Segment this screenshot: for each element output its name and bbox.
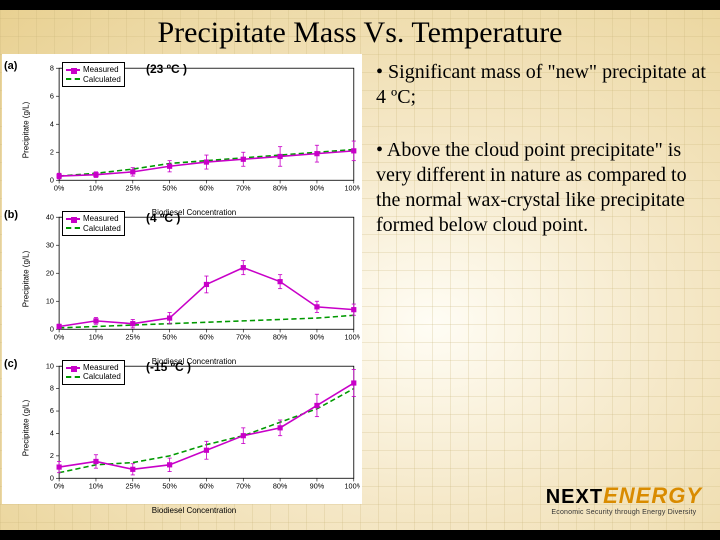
svg-text:2: 2 xyxy=(50,147,54,156)
svg-text:100%: 100% xyxy=(345,333,360,342)
svg-text:6: 6 xyxy=(50,406,54,415)
svg-text:80%: 80% xyxy=(273,482,288,491)
legend-measured: Measured xyxy=(83,363,119,373)
temp-label-b: (4 ºC ) xyxy=(146,211,180,225)
x-axis-label: Biodiesel Concentration xyxy=(28,506,360,515)
svg-text:25%: 25% xyxy=(126,333,141,342)
y-axis-label: Precipitate (g/L) xyxy=(22,400,31,456)
logo-part2: ENERGY xyxy=(603,483,702,508)
logo-part1: NEXT xyxy=(546,486,603,508)
svg-text:10: 10 xyxy=(46,296,54,305)
svg-text:30: 30 xyxy=(46,240,54,249)
svg-text:60%: 60% xyxy=(199,482,214,491)
svg-text:80%: 80% xyxy=(273,333,288,342)
svg-text:25%: 25% xyxy=(126,482,141,491)
legend-calculated: Calculated xyxy=(83,224,121,234)
logo: NEXTENERGY Economic Security through Ene… xyxy=(546,483,702,516)
svg-text:4: 4 xyxy=(50,428,54,437)
svg-text:10: 10 xyxy=(46,361,54,370)
chart-column: (a) Precipitate (g/L) 024680%10%25%50%60… xyxy=(2,54,362,504)
svg-text:70%: 70% xyxy=(236,482,251,491)
svg-text:0%: 0% xyxy=(54,333,65,342)
temp-label-a: (23 ºC ) xyxy=(146,62,187,76)
y-axis-label: Precipitate (g/L) xyxy=(22,251,31,307)
svg-text:0%: 0% xyxy=(54,184,65,193)
legend-measured: Measured xyxy=(83,65,119,75)
svg-text:90%: 90% xyxy=(310,333,325,342)
bullet-2: • Above the cloud point precipitate" is … xyxy=(376,138,706,238)
y-axis-label: Precipitate (g/L) xyxy=(22,102,31,158)
chart-panel-a: (a) Precipitate (g/L) 024680%10%25%50%60… xyxy=(4,56,360,205)
legend-calculated: Calculated xyxy=(83,75,121,85)
content-row: (a) Precipitate (g/L) 024680%10%25%50%60… xyxy=(0,54,720,504)
legend-calculated: Calculated xyxy=(83,372,121,382)
chart-panel-b: (b) Precipitate (g/L) 0102030400%10%25%5… xyxy=(4,205,360,354)
svg-text:8: 8 xyxy=(50,63,54,72)
svg-text:8: 8 xyxy=(50,384,54,393)
bullet-column: • Significant mass of "new" precipitate … xyxy=(362,54,720,504)
legend-measured: Measured xyxy=(83,214,119,224)
page-title: Precipitate Mass Vs. Temperature xyxy=(0,10,720,50)
svg-text:70%: 70% xyxy=(236,333,251,342)
legend-c: Measured Calculated xyxy=(62,360,125,385)
logo-main: NEXTENERGY xyxy=(546,483,702,509)
svg-text:6: 6 xyxy=(50,91,54,100)
svg-text:80%: 80% xyxy=(273,184,288,193)
svg-text:90%: 90% xyxy=(310,184,325,193)
temp-label-c: (-15 ºC ) xyxy=(146,360,191,374)
svg-text:10%: 10% xyxy=(89,333,104,342)
svg-text:50%: 50% xyxy=(162,482,177,491)
svg-text:60%: 60% xyxy=(199,333,214,342)
svg-text:90%: 90% xyxy=(310,482,325,491)
chart-panel-c: (c) Precipitate (g/L) 02468100%10%25%50%… xyxy=(4,354,360,503)
svg-text:4: 4 xyxy=(50,119,54,128)
svg-text:25%: 25% xyxy=(126,184,141,193)
svg-text:2: 2 xyxy=(50,451,54,460)
svg-text:70%: 70% xyxy=(236,184,251,193)
svg-text:60%: 60% xyxy=(199,184,214,193)
svg-text:50%: 50% xyxy=(162,333,177,342)
legend-b: Measured Calculated xyxy=(62,211,125,236)
svg-text:100%: 100% xyxy=(345,184,360,193)
svg-text:100%: 100% xyxy=(345,482,360,491)
svg-text:10%: 10% xyxy=(89,482,104,491)
logo-sub: Economic Security through Energy Diversi… xyxy=(551,509,696,516)
bullet-1: • Significant mass of "new" precipitate … xyxy=(376,60,706,110)
svg-text:50%: 50% xyxy=(162,184,177,193)
legend-a: Measured Calculated xyxy=(62,62,125,87)
svg-text:10%: 10% xyxy=(89,184,104,193)
svg-text:20: 20 xyxy=(46,268,54,277)
svg-text:0%: 0% xyxy=(54,482,65,491)
svg-text:40: 40 xyxy=(46,212,54,221)
